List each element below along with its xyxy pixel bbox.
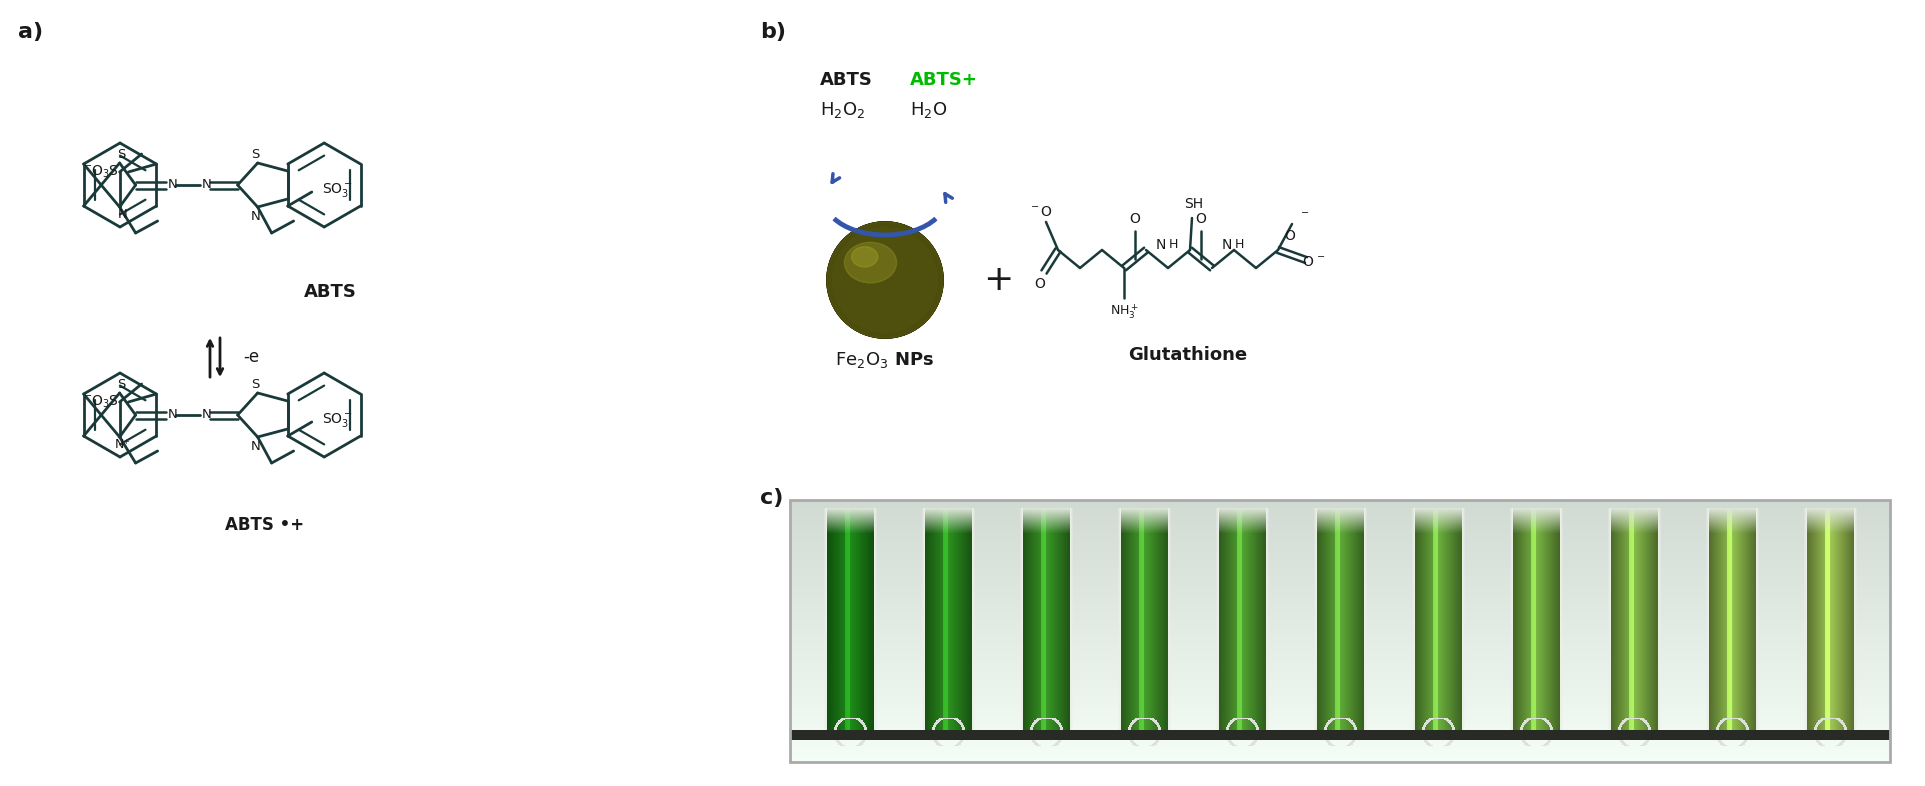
Text: N: N: [250, 210, 260, 222]
Text: SH: SH: [1184, 197, 1203, 211]
Text: $\mathrm{SO_3^-}$: $\mathrm{SO_3^-}$: [321, 181, 352, 199]
Text: ABTS+: ABTS+: [911, 71, 978, 89]
Text: b): b): [760, 22, 785, 42]
Text: N: N: [167, 409, 177, 421]
Text: N: N: [250, 439, 260, 453]
Text: O: O: [1284, 229, 1296, 243]
Text: $^-$: $^-$: [1299, 209, 1309, 223]
Text: a): a): [17, 22, 42, 42]
Text: +: +: [984, 263, 1013, 297]
Text: $\mathrm{H_2O_2}$: $\mathrm{H_2O_2}$: [820, 100, 866, 120]
Text: H: H: [1168, 238, 1178, 252]
Ellipse shape: [828, 222, 943, 338]
Text: H: H: [1234, 238, 1244, 252]
Text: ABTS: ABTS: [304, 283, 356, 301]
Ellipse shape: [851, 247, 878, 267]
Ellipse shape: [845, 242, 897, 283]
Text: O: O: [1195, 212, 1207, 226]
Text: O: O: [1034, 277, 1045, 291]
Text: ABTS: ABTS: [820, 71, 872, 89]
Text: S: S: [252, 148, 260, 160]
Text: $\mathrm{NH_3^+}$: $\mathrm{NH_3^+}$: [1109, 303, 1138, 321]
Text: Glutathione: Glutathione: [1128, 346, 1247, 364]
Text: $\mathrm{SO_3^-}$: $\mathrm{SO_3^-}$: [321, 411, 352, 429]
Ellipse shape: [828, 222, 943, 338]
Text: $^-$O: $^-$O: [1028, 205, 1053, 219]
Text: -e: -e: [243, 348, 260, 366]
Text: $^-\!\mathrm{O_3S}$: $^-\!\mathrm{O_3S}$: [81, 163, 119, 180]
Text: ABTS •+: ABTS •+: [225, 516, 304, 534]
Text: $^-\!\mathrm{O_3S}$: $^-\!\mathrm{O_3S}$: [81, 394, 119, 410]
Text: N: N: [167, 178, 177, 192]
Text: S: S: [252, 377, 260, 391]
Text: N: N: [1222, 238, 1232, 252]
Text: S: S: [117, 379, 125, 391]
Text: N: N: [202, 178, 212, 192]
Ellipse shape: [828, 222, 943, 338]
Text: N: N: [117, 208, 127, 222]
Ellipse shape: [828, 222, 943, 338]
Text: N: N: [202, 409, 212, 421]
Text: $^-$: $^-$: [1315, 253, 1326, 267]
Ellipse shape: [853, 248, 916, 312]
Ellipse shape: [834, 228, 937, 332]
Text: N: N: [1155, 238, 1167, 252]
Text: S: S: [117, 149, 125, 161]
Text: c): c): [760, 488, 783, 508]
Text: $\mathrm{Fe_2O_3}$ NPs: $\mathrm{Fe_2O_3}$ NPs: [835, 350, 936, 370]
Ellipse shape: [828, 222, 943, 338]
Text: O: O: [1303, 255, 1313, 269]
Ellipse shape: [828, 222, 943, 338]
Text: O: O: [1130, 212, 1140, 226]
Ellipse shape: [828, 222, 943, 338]
Text: N⁺: N⁺: [116, 439, 131, 451]
Text: $\mathrm{H_2O}$: $\mathrm{H_2O}$: [911, 100, 947, 120]
Bar: [789, 500, 1890, 762]
